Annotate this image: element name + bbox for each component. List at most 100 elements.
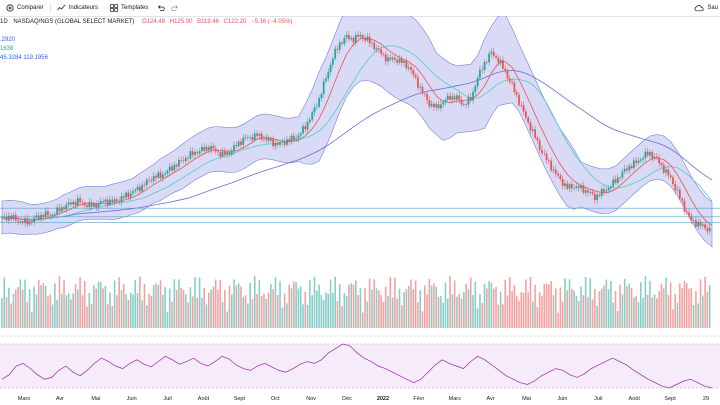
candle-body	[708, 227, 711, 232]
volume-bar	[421, 311, 424, 328]
candle-body	[182, 160, 185, 162]
volume-bar	[401, 305, 403, 328]
candle-body	[228, 151, 231, 155]
volume-bar	[295, 282, 297, 328]
candle-body	[570, 184, 573, 189]
candle-body	[343, 37, 346, 44]
compare-button[interactable]: Comparer	[0, 0, 50, 16]
volume-bar	[267, 292, 270, 328]
volume-bar	[210, 289, 212, 328]
volume-bar	[272, 289, 274, 328]
candle-body	[637, 160, 640, 163]
candle-body	[70, 202, 72, 205]
indicators-label: Indicateurs	[68, 5, 99, 11]
candle-body	[171, 166, 173, 171]
candle-body	[653, 156, 656, 159]
volume-bar	[332, 292, 334, 328]
candle-body	[157, 172, 160, 178]
volume-bar	[17, 287, 19, 328]
volume-bar	[653, 294, 656, 328]
volume-bar	[315, 290, 318, 328]
candle-body	[81, 202, 84, 203]
volume-bar	[575, 295, 578, 328]
candle-body	[226, 151, 229, 155]
time-axis-label: Avr	[55, 396, 64, 402]
candle-body	[630, 165, 633, 169]
candle-body	[90, 202, 93, 207]
templates-button[interactable]: Templates	[104, 0, 154, 16]
volume-bar	[70, 299, 72, 328]
undo-button[interactable]	[154, 0, 168, 16]
volume-bar	[435, 287, 438, 328]
volume-bar	[132, 294, 134, 328]
candle-body	[315, 106, 318, 108]
candle-body	[246, 137, 249, 138]
candle-body	[313, 107, 316, 113]
candle-body	[336, 48, 339, 50]
candle-body	[348, 34, 350, 40]
indicators-button[interactable]: Indicateurs	[51, 0, 104, 16]
volume-bar	[690, 287, 693, 328]
candle-body	[678, 189, 681, 199]
candle-body	[145, 179, 148, 186]
candle-body	[474, 86, 477, 93]
volume-bar	[173, 279, 176, 328]
legend-open: O124.48	[142, 19, 166, 25]
volume-bar	[40, 285, 42, 328]
volume-bar	[463, 291, 465, 328]
candle-body	[605, 190, 608, 192]
time-axis-label: Déc	[342, 396, 352, 402]
volume-bar	[159, 280, 162, 328]
candle-body	[237, 141, 240, 147]
volume-bar	[240, 286, 242, 328]
candle-body	[497, 57, 500, 63]
save-button[interactable]: Sau	[694, 0, 720, 16]
candle-body	[598, 194, 601, 196]
volume-bar	[697, 303, 700, 328]
volume-bar	[545, 283, 548, 328]
candle-body	[469, 96, 472, 101]
volume-bar	[35, 294, 38, 328]
candle-body	[265, 137, 268, 140]
candle-body	[352, 37, 355, 43]
candle-body	[267, 137, 270, 141]
time-axis-label: Juin	[557, 396, 568, 402]
volume-bar	[658, 291, 660, 328]
candle-body	[681, 198, 684, 201]
candle-body	[485, 62, 488, 63]
volume-bar	[646, 294, 649, 328]
candle-body	[600, 188, 603, 196]
volume-bar	[371, 289, 373, 328]
candle-body	[308, 119, 311, 122]
volume-bar	[695, 290, 697, 328]
candle-body	[150, 180, 153, 182]
volume-bar	[672, 309, 674, 328]
volume-bar	[612, 302, 614, 328]
candle-body	[331, 58, 334, 65]
candle-body	[210, 146, 212, 151]
volume-bar	[623, 278, 626, 328]
volume-bar	[24, 279, 26, 328]
candle-body	[541, 149, 543, 154]
candle-body	[364, 38, 366, 41]
volume-bar	[458, 294, 461, 328]
redo-button[interactable]	[168, 0, 182, 16]
chart-canvas[interactable]	[0, 16, 720, 394]
volume-bar	[472, 295, 474, 328]
volume-bar	[639, 282, 642, 328]
volume-bar	[253, 276, 256, 328]
volume-bar	[214, 279, 217, 328]
volume-bar	[106, 304, 109, 328]
volume-bar	[293, 281, 295, 328]
candle-body	[699, 222, 702, 226]
volume-bar	[233, 279, 235, 328]
volume-bar	[334, 276, 336, 328]
templates-label: Templates	[121, 5, 149, 11]
candle-body	[235, 145, 238, 147]
volume-bar	[610, 280, 612, 328]
candle-body	[371, 42, 373, 44]
volume-bar	[692, 305, 695, 328]
candle-body	[12, 214, 15, 220]
candle-body	[338, 42, 341, 50]
candle-body	[701, 224, 704, 226]
